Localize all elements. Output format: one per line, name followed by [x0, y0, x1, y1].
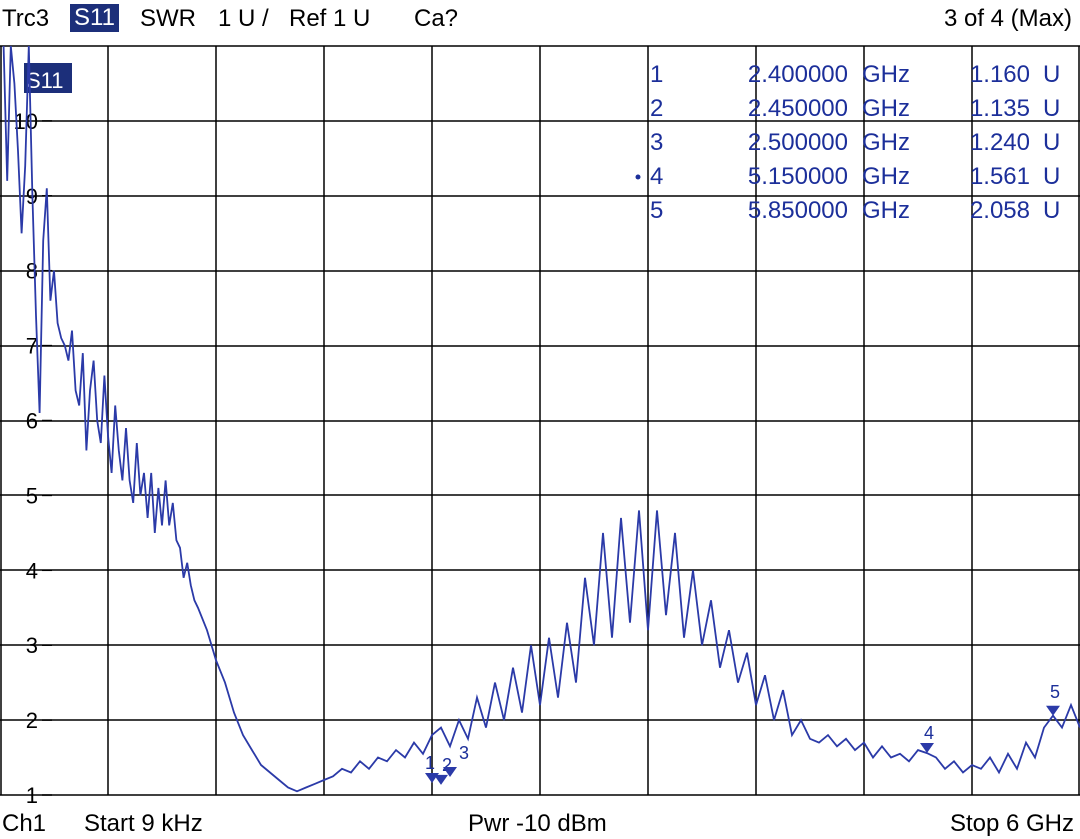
- marker-value-unit: U: [1043, 163, 1060, 190]
- marker-value-unit: U: [1043, 95, 1060, 122]
- start-frequency[interactable]: Start 9 kHz: [84, 810, 203, 837]
- marker-row[interactable]: 3 2.500000 GHz 1.240 U: [650, 129, 1060, 156]
- power-level[interactable]: Pwr -10 dBm: [468, 810, 607, 837]
- marker-value: 1.561: [970, 163, 1030, 190]
- marker-frequency: 5.150000: [748, 163, 848, 190]
- marker-id: 3: [650, 129, 663, 156]
- marker-1-label: 1: [425, 753, 435, 773]
- trace-line: [2, 45, 1080, 793]
- marker-frequency-unit: GHz: [862, 163, 910, 190]
- marker-value: 1.160: [970, 61, 1030, 88]
- marker-value: 1.135: [970, 95, 1030, 122]
- cal-status: Ca?: [414, 5, 459, 32]
- window-indicator: 3 of 4 (Max): [943, 5, 1072, 32]
- format-label[interactable]: SWR: [140, 5, 196, 32]
- marker-4-label: 4: [924, 723, 934, 743]
- y-tick-label: 8: [26, 259, 38, 284]
- y-tick-label: 4: [26, 558, 38, 583]
- marker-3-label: 3: [459, 743, 469, 763]
- marker-2-glyph[interactable]: [433, 774, 448, 785]
- y-tick-label: 5: [26, 483, 38, 508]
- marker-2-label: 2: [442, 755, 452, 775]
- trace-s11: [2, 45, 1080, 793]
- marker-4-glyph[interactable]: [919, 742, 934, 753]
- marker-value-unit: U: [1043, 129, 1060, 156]
- trace-label[interactable]: Trc3: [2, 5, 50, 32]
- y-tick-label: 2: [26, 708, 38, 733]
- marker-3-glyph[interactable]: [442, 767, 457, 778]
- marker-frequency: 5.850000: [748, 197, 848, 224]
- marker-frequency-unit: GHz: [862, 61, 910, 88]
- marker-id: 4: [650, 163, 663, 190]
- marker-glyphs: 1 23 4 5: [425, 682, 1060, 785]
- scale-label[interactable]: 1 U /: [218, 5, 269, 32]
- trace-header-bar: Trc3 S11 SWR 1 U / Ref 1 U Ca? 3 of 4 (M…: [0, 0, 1080, 42]
- trace-tag-bg: [24, 63, 72, 93]
- marker-frequency: 2.500000: [748, 129, 848, 156]
- marker-row[interactable]: 1 2.400000 GHz 1.160 U: [650, 61, 1060, 88]
- marker-id: 5: [650, 197, 663, 224]
- y-tick-label: 3: [26, 633, 38, 658]
- marker-value: 2.058: [970, 197, 1030, 224]
- stop-frequency[interactable]: Stop 6 GHz: [949, 810, 1074, 837]
- marker-5-glyph[interactable]: [1046, 705, 1060, 716]
- marker-frequency-unit: GHz: [862, 95, 910, 122]
- y-tick-label: 6: [26, 409, 38, 434]
- marker-frequency: 2.400000: [748, 61, 848, 88]
- plot-grid: [0, 45, 1080, 796]
- parameter-label[interactable]: S11: [70, 4, 119, 32]
- marker-row[interactable]: 2 2.450000 GHz 1.135 U: [650, 95, 1060, 122]
- marker-frequency-unit: GHz: [862, 129, 910, 156]
- marker-frequency-unit: GHz: [862, 197, 910, 224]
- y-tick-label: 1: [26, 783, 38, 808]
- y-tick-label: 7: [26, 334, 38, 359]
- marker-value-unit: U: [1043, 197, 1060, 224]
- marker-id: 1: [650, 61, 663, 88]
- active-marker-dot: [635, 174, 641, 180]
- marker-5-label: 5: [1050, 682, 1060, 702]
- marker-row[interactable]: 5 5.850000 GHz 2.058 U: [650, 197, 1060, 224]
- ref-label[interactable]: Ref 1 U: [289, 5, 371, 32]
- channel-label[interactable]: Ch1: [2, 810, 47, 837]
- marker-row[interactable]: 4 5.150000 GHz 1.561 U: [635, 163, 1061, 190]
- trace-tag[interactable]: S11: [26, 68, 64, 93]
- marker-id: 2: [650, 95, 663, 122]
- marker-value-unit: U: [1043, 61, 1060, 88]
- marker-frequency: 2.450000: [748, 95, 848, 122]
- marker-value: 1.240: [970, 129, 1030, 156]
- marker-table: 1 2.400000 GHz 1.160 U 2 2.450000 GHz 1.135 U 3 2.5…: [635, 61, 1061, 224]
- channel-footer-bar: Ch1 Start 9 kHz Pwr -10 dBm Stop 6 GHz: [0, 806, 1080, 839]
